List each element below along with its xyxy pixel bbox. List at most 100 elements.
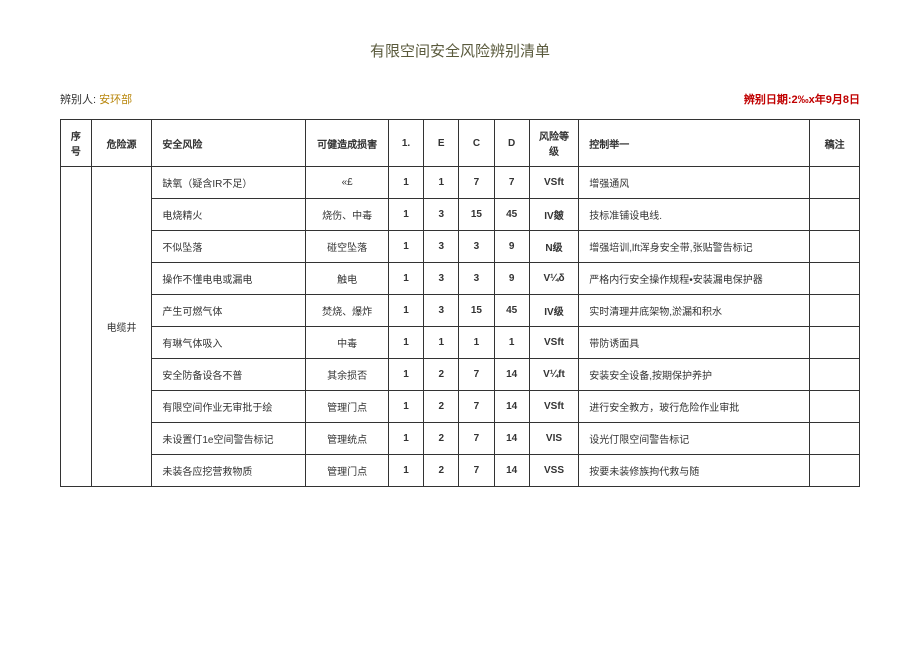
cell-c1: 1 bbox=[388, 263, 423, 295]
cell-risk: 操作不懂电电或漏电 bbox=[152, 263, 306, 295]
header-col1: 1. bbox=[388, 120, 423, 167]
cell-cc: 1 bbox=[459, 327, 494, 359]
cell-cd: 45 bbox=[494, 295, 529, 327]
cell-measure: 实时清理井底架物,淤漏和积水 bbox=[579, 295, 810, 327]
header-source: 危险源 bbox=[91, 120, 152, 167]
header-seq: 序号 bbox=[61, 120, 92, 167]
cell-cd: 14 bbox=[494, 423, 529, 455]
cell-risk: 未装各应挖营救物质 bbox=[152, 455, 306, 487]
cell-cc: 7 bbox=[459, 391, 494, 423]
cell-measure: 技标准铺设电线. bbox=[579, 199, 810, 231]
table-row: 未装各应挖营救物质管理门点12714VSS按要未装修族拘代救与随 bbox=[61, 455, 860, 487]
cell-risk: 不似坠落 bbox=[152, 231, 306, 263]
cell-harm: 其余损否 bbox=[306, 359, 389, 391]
cell-c1: 1 bbox=[388, 359, 423, 391]
cell-c1: 1 bbox=[388, 295, 423, 327]
cell-ce: 3 bbox=[424, 295, 459, 327]
cell-risk: 电烧精火 bbox=[152, 199, 306, 231]
cell-cd: 7 bbox=[494, 167, 529, 199]
cell-risk: 有限空间作业无审批于绘 bbox=[152, 391, 306, 423]
cell-c1: 1 bbox=[388, 423, 423, 455]
cell-harm: 触电 bbox=[306, 263, 389, 295]
cell-cd: 45 bbox=[494, 199, 529, 231]
header-colC: C bbox=[459, 120, 494, 167]
cell-cd: 9 bbox=[494, 263, 529, 295]
cell-cc: 3 bbox=[459, 263, 494, 295]
cell-level: IV皴 bbox=[529, 199, 579, 231]
cell-harm: «£ bbox=[306, 167, 389, 199]
cell-ce: 1 bbox=[424, 327, 459, 359]
cell-c1: 1 bbox=[388, 327, 423, 359]
identifier-label: 辨别人: bbox=[60, 94, 96, 106]
cell-note bbox=[810, 359, 860, 391]
table-row: 有限空间作业无审批于绘管理门点12714VSft进行安全教方，玻行危险作业审批 bbox=[61, 391, 860, 423]
header-colE: E bbox=[424, 120, 459, 167]
cell-cc: 15 bbox=[459, 295, 494, 327]
cell-c1: 1 bbox=[388, 455, 423, 487]
cell-harm: 碰空坠落 bbox=[306, 231, 389, 263]
cell-ce: 2 bbox=[424, 423, 459, 455]
table-row: 有琳气体吸入中毒1111VSft带防诱面具 bbox=[61, 327, 860, 359]
table-row: 电烧精火烧伤、中毒131545IV皴技标准铺设电线. bbox=[61, 199, 860, 231]
cell-measure: 按要未装修族拘代救与随 bbox=[579, 455, 810, 487]
header-risk: 安全风险 bbox=[152, 120, 306, 167]
cell-harm: 烧伤、中毒 bbox=[306, 199, 389, 231]
header-measure: 控制举一 bbox=[579, 120, 810, 167]
cell-note bbox=[810, 231, 860, 263]
date-label: 辨别日期:2‰x年9月8日 bbox=[744, 91, 860, 107]
cell-cd: 1 bbox=[494, 327, 529, 359]
cell-cc: 7 bbox=[459, 167, 494, 199]
cell-risk: 未设置仃1e空间警告标记 bbox=[152, 423, 306, 455]
table-row: 操作不懂电电或漏电触电1339V¼δ严格内行安全操作规程•安装漏电保护器 bbox=[61, 263, 860, 295]
cell-ce: 2 bbox=[424, 391, 459, 423]
table-row: 不似坠落碰空坠落1339N级增强培训,lft浑身安全带,张贴警告标记 bbox=[61, 231, 860, 263]
cell-ce: 2 bbox=[424, 359, 459, 391]
cell-level: VIS bbox=[529, 423, 579, 455]
identifier-value: 安环部 bbox=[99, 94, 132, 106]
cell-seq bbox=[61, 167, 92, 487]
cell-cd: 14 bbox=[494, 391, 529, 423]
cell-note bbox=[810, 327, 860, 359]
cell-cd: 14 bbox=[494, 455, 529, 487]
cell-c1: 1 bbox=[388, 391, 423, 423]
cell-source: 电缆井 bbox=[91, 167, 152, 487]
header-level: 风险等级 bbox=[529, 120, 579, 167]
cell-level: VSS bbox=[529, 455, 579, 487]
cell-cc: 15 bbox=[459, 199, 494, 231]
cell-level: V¼ft bbox=[529, 359, 579, 391]
cell-harm: 管理门点 bbox=[306, 391, 389, 423]
cell-note bbox=[810, 263, 860, 295]
table-row: 未设置仃1e空间警告标记管理统点12714VIS设光仃限空间警告标记 bbox=[61, 423, 860, 455]
cell-measure: 安装安全设备,按期保护养护 bbox=[579, 359, 810, 391]
cell-cd: 9 bbox=[494, 231, 529, 263]
cell-ce: 3 bbox=[424, 263, 459, 295]
cell-note bbox=[810, 295, 860, 327]
cell-risk: 有琳气体吸入 bbox=[152, 327, 306, 359]
cell-cc: 7 bbox=[459, 359, 494, 391]
cell-risk: 缺氧（疑含IR不足） bbox=[152, 167, 306, 199]
cell-c1: 1 bbox=[388, 231, 423, 263]
page-title: 有限空间安全风险辨别清单 bbox=[60, 40, 860, 61]
cell-harm: 管理门点 bbox=[306, 455, 389, 487]
header-note: 稿注 bbox=[810, 120, 860, 167]
cell-cc: 7 bbox=[459, 423, 494, 455]
cell-level: VSft bbox=[529, 167, 579, 199]
table-row: 产生可燃气体焚烧、爆炸131545IV级实时清理井底架物,淤漏和积水 bbox=[61, 295, 860, 327]
cell-c1: 1 bbox=[388, 167, 423, 199]
cell-level: VSft bbox=[529, 327, 579, 359]
cell-note bbox=[810, 167, 860, 199]
cell-note bbox=[810, 455, 860, 487]
cell-risk: 产生可燃气体 bbox=[152, 295, 306, 327]
cell-level: N级 bbox=[529, 231, 579, 263]
identifier: 辨别人: 安环部 bbox=[60, 91, 132, 107]
cell-ce: 2 bbox=[424, 455, 459, 487]
cell-note bbox=[810, 423, 860, 455]
cell-risk: 安全防备设各不普 bbox=[152, 359, 306, 391]
cell-ce: 3 bbox=[424, 231, 459, 263]
cell-ce: 3 bbox=[424, 199, 459, 231]
cell-harm: 管理统点 bbox=[306, 423, 389, 455]
meta-row: 辨别人: 安环部 辨别日期:2‰x年9月8日 bbox=[60, 91, 860, 107]
header-harm: 可健造成损害 bbox=[306, 120, 389, 167]
cell-cc: 7 bbox=[459, 455, 494, 487]
cell-cd: 14 bbox=[494, 359, 529, 391]
